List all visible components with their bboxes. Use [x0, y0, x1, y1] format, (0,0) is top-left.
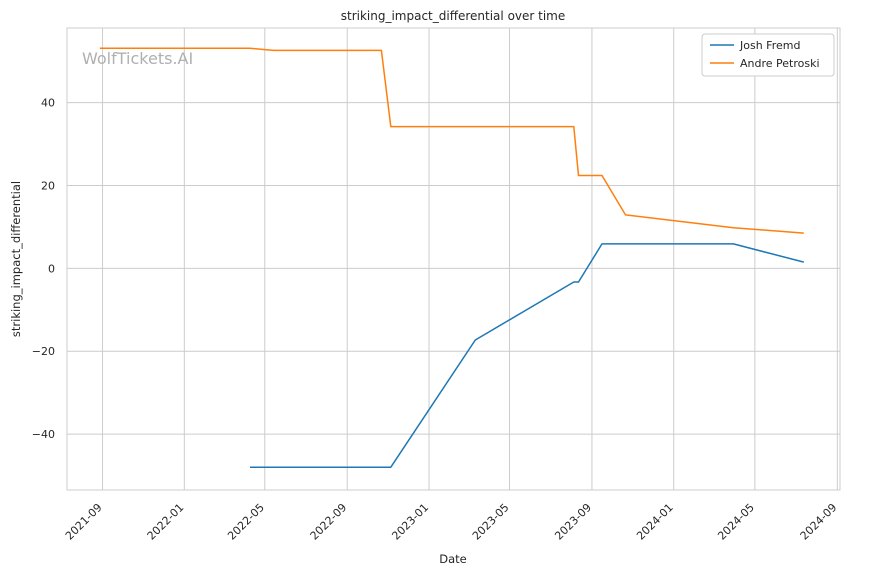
- legend: Josh Fremd Andre Petroski: [701, 33, 835, 77]
- x-axis-title: Date: [439, 552, 467, 566]
- x-tick-label: 2022-05: [225, 501, 267, 543]
- series-line-josh-fremd: [250, 243, 804, 468]
- y-tick-label: 20: [41, 179, 55, 192]
- plot-area: [66, 27, 841, 491]
- legend-box: [701, 33, 835, 77]
- x-tick-label: 2023-05: [470, 501, 512, 543]
- x-tick-label: 2023-01: [389, 501, 431, 543]
- chart-title: striking_impact_differential over time: [341, 9, 566, 23]
- watermark: WolfTickets.AI: [82, 49, 193, 68]
- y-axis-title: striking_impact_differential: [9, 181, 23, 337]
- legend-label-josh-fremd: Josh Fremd: [739, 39, 800, 52]
- series-line-andre-petroski: [99, 47, 804, 234]
- x-tick-label: 2024-01: [634, 501, 676, 543]
- y-tick-label: 0: [48, 262, 55, 275]
- x-axis-ticks: 2021-09 2022-01 2022-05 2022-09 2023-01 2023-…: [63, 501, 839, 543]
- series-group: [99, 47, 804, 468]
- x-tick-label: 2022-01: [145, 501, 187, 543]
- y-tick-label: 40: [41, 97, 55, 110]
- x-tick-label: 2023-09: [552, 501, 594, 543]
- y-tick-label: −40: [32, 428, 55, 441]
- legend-label-andre-petroski: Andre Petroski: [740, 57, 820, 70]
- y-axis-ticks: −40 −20 0 20 40: [32, 97, 55, 441]
- x-tick-label: 2021-09: [63, 501, 105, 543]
- grid: [67, 28, 840, 490]
- x-tick-label: 2024-05: [715, 501, 757, 543]
- x-tick-label: 2024-09: [798, 501, 840, 543]
- x-tick-label: 2022-09: [308, 501, 350, 543]
- y-tick-label: −20: [32, 345, 55, 358]
